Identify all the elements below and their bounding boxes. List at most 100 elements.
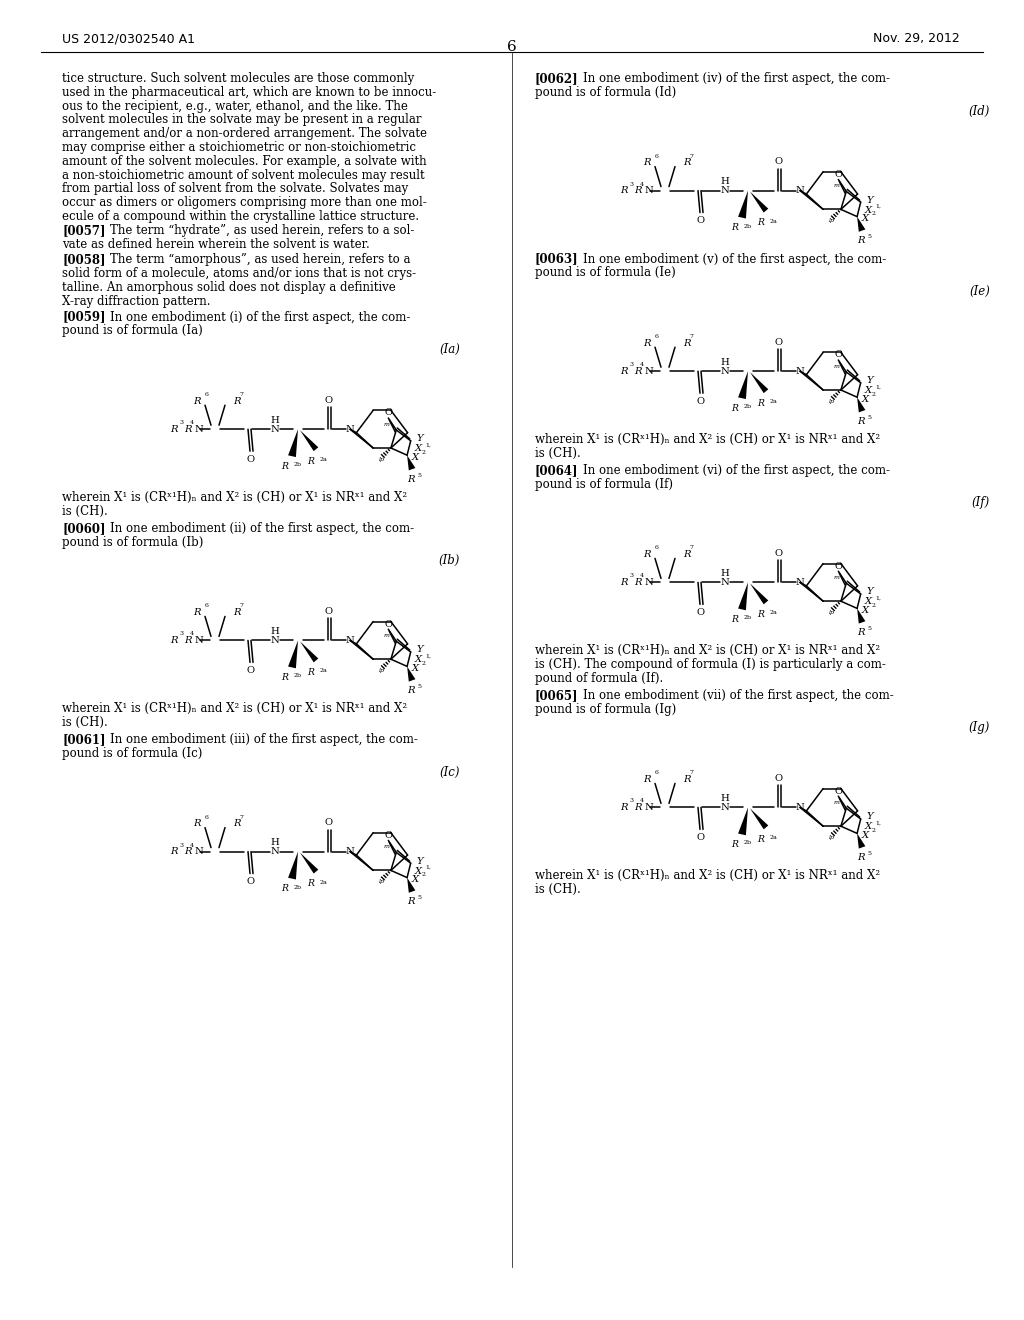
Text: pound is of formula (Ib): pound is of formula (Ib)	[62, 536, 204, 549]
Polygon shape	[857, 609, 865, 623]
Text: 4: 4	[190, 631, 195, 636]
Text: R: R	[281, 462, 288, 471]
Polygon shape	[300, 430, 318, 451]
Polygon shape	[288, 429, 298, 457]
Text: R: R	[857, 236, 865, 246]
Text: is (CH). The compound of formula (I) is particularly a com-: is (CH). The compound of formula (I) is …	[535, 659, 886, 671]
Text: pound is of formula (Ia): pound is of formula (Ia)	[62, 325, 203, 338]
Text: [0059]: [0059]	[62, 310, 105, 323]
Text: N: N	[194, 425, 203, 434]
Text: 1,: 1,	[426, 653, 432, 659]
Text: O: O	[775, 549, 783, 558]
Text: 2a: 2a	[319, 879, 328, 884]
Text: tice structure. Such solvent molecules are those commonly: tice structure. Such solvent molecules a…	[62, 73, 415, 84]
Polygon shape	[857, 833, 865, 849]
Text: The term “hydrate”, as used herein, refers to a sol-: The term “hydrate”, as used herein, refe…	[110, 224, 415, 236]
Text: a non-stoichiometric amount of solvent molecules may result: a non-stoichiometric amount of solvent m…	[62, 169, 425, 182]
Text: N: N	[721, 367, 729, 376]
Text: R: R	[857, 853, 865, 862]
Text: O: O	[697, 833, 706, 842]
Text: m: m	[835, 576, 840, 579]
Text: 2: 2	[872, 603, 877, 609]
Text: N: N	[644, 367, 652, 376]
Polygon shape	[750, 191, 768, 213]
Text: m: m	[384, 421, 390, 426]
Text: 6: 6	[205, 814, 209, 820]
Text: R: R	[233, 397, 241, 405]
Text: In one embodiment (iii) of the first aspect, the com-: In one embodiment (iii) of the first asp…	[110, 733, 418, 746]
Text: O: O	[835, 787, 843, 796]
Text: amount of the solvent molecules. For example, a solvate with: amount of the solvent molecules. For exa…	[62, 154, 427, 168]
Text: 5: 5	[417, 684, 421, 689]
Text: 4: 4	[640, 362, 644, 367]
Text: (If): (If)	[972, 496, 990, 510]
Text: Y: Y	[417, 645, 423, 655]
Text: R: R	[731, 404, 738, 413]
Text: pound is of formula (If): pound is of formula (If)	[535, 478, 673, 491]
Text: H: H	[270, 838, 280, 847]
Text: lp: lp	[829, 834, 835, 840]
Text: R: R	[171, 847, 178, 857]
Text: 7: 7	[240, 814, 244, 820]
Text: Nov. 29, 2012: Nov. 29, 2012	[873, 32, 961, 45]
Text: N: N	[644, 186, 652, 195]
Text: H: H	[270, 416, 280, 425]
Text: 3: 3	[179, 842, 183, 847]
Text: 4: 4	[190, 420, 195, 425]
Text: wherein X¹ is (CRˣ¹H)ₙ and X² is (CH) or X¹ is NRˣ¹ and X²: wherein X¹ is (CRˣ¹H)ₙ and X² is (CH) or…	[535, 433, 880, 446]
Text: H: H	[721, 358, 729, 367]
Polygon shape	[300, 642, 318, 663]
Text: R: R	[233, 820, 241, 828]
Text: 2b: 2b	[294, 884, 302, 890]
Text: R: R	[194, 397, 201, 405]
Text: H: H	[270, 627, 280, 636]
Text: 4: 4	[190, 842, 195, 847]
Text: R: R	[683, 158, 690, 168]
Text: N: N	[270, 636, 280, 645]
Text: arrangement and/or a non-ordered arrangement. The solvate: arrangement and/or a non-ordered arrange…	[62, 127, 427, 140]
Text: 2: 2	[422, 661, 426, 665]
Text: pound is of formula (Ic): pound is of formula (Ic)	[62, 747, 203, 760]
Text: R: R	[184, 847, 191, 857]
Polygon shape	[857, 216, 865, 232]
Text: [0060]: [0060]	[62, 521, 105, 535]
Text: lp: lp	[379, 457, 385, 462]
Text: 1,: 1,	[876, 821, 882, 825]
Text: pound of formula (If).: pound of formula (If).	[535, 672, 664, 685]
Text: 6: 6	[655, 545, 658, 550]
Text: used in the pharmaceutical art, which are known to be innocu-: used in the pharmaceutical art, which ar…	[62, 86, 436, 99]
Text: R: R	[184, 425, 191, 434]
Text: 2: 2	[872, 828, 877, 833]
Text: 3: 3	[629, 573, 633, 578]
Text: vate as defined herein wherein the solvent is water.: vate as defined herein wherein the solve…	[62, 238, 370, 251]
Text: lp: lp	[829, 610, 835, 615]
Text: 2: 2	[422, 450, 426, 454]
Text: X: X	[865, 822, 872, 832]
Text: R: R	[731, 840, 738, 849]
Text: solvent molecules in the solvate may be present in a regular: solvent molecules in the solvate may be …	[62, 114, 422, 127]
Text: R: R	[731, 615, 738, 624]
Text: R: R	[857, 628, 865, 636]
Text: R: R	[757, 834, 764, 843]
Text: R: R	[634, 186, 641, 195]
Text: O: O	[835, 562, 843, 570]
Text: R: R	[171, 425, 178, 434]
Text: 5: 5	[417, 895, 421, 900]
Text: lp: lp	[829, 399, 835, 404]
Text: R: R	[621, 367, 628, 376]
Text: m: m	[835, 183, 840, 187]
Text: is (CH).: is (CH).	[62, 506, 108, 517]
Text: N: N	[644, 803, 652, 812]
Text: O: O	[384, 619, 392, 628]
Text: 2a: 2a	[319, 668, 328, 673]
Text: R: R	[281, 673, 288, 682]
Text: wherein X¹ is (CRˣ¹H)ₙ and X² is (CH) or X¹ is NRˣ¹ and X²: wherein X¹ is (CRˣ¹H)ₙ and X² is (CH) or…	[535, 870, 880, 882]
Text: 3: 3	[629, 799, 633, 804]
Text: 7: 7	[690, 545, 694, 550]
Text: lp: lp	[379, 879, 385, 884]
Text: In one embodiment (i) of the first aspect, the com-: In one embodiment (i) of the first aspec…	[110, 310, 411, 323]
Text: R: R	[621, 803, 628, 812]
Text: Y: Y	[866, 587, 873, 597]
Text: [0064]: [0064]	[535, 463, 579, 477]
Text: X: X	[412, 664, 419, 673]
